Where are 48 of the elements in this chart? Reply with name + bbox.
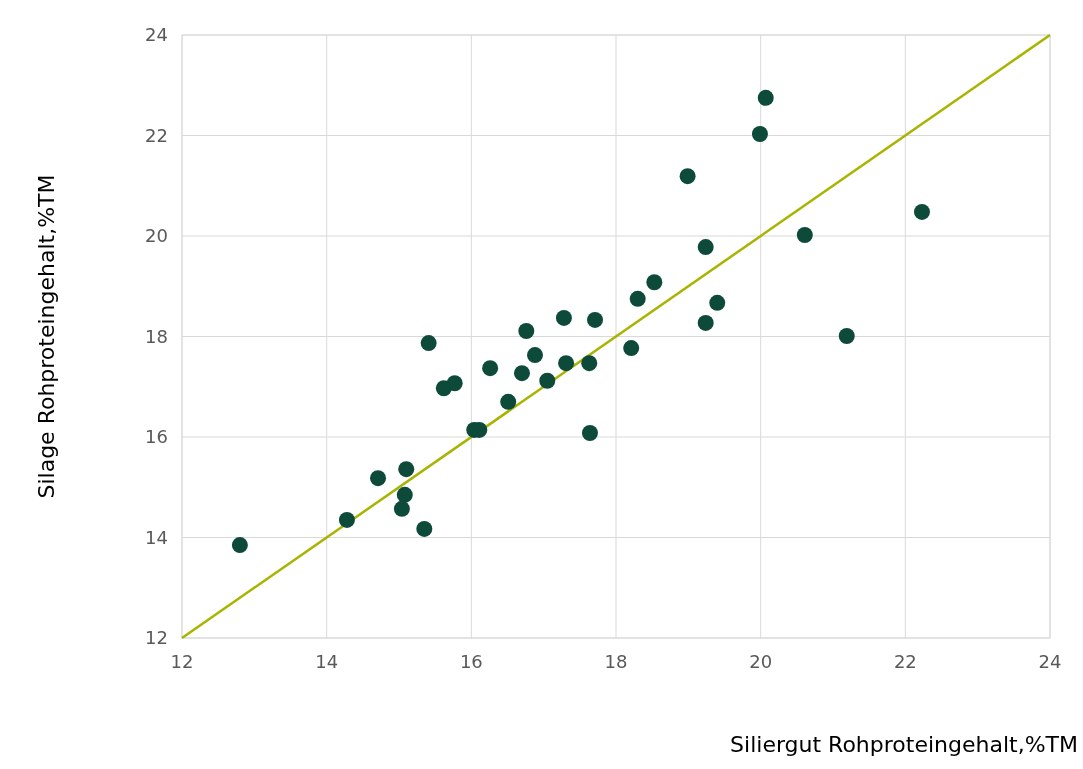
point: [709, 294, 726, 311]
x-tick-label: 14: [315, 651, 339, 672]
point: [913, 203, 930, 220]
point: [526, 347, 543, 364]
x-tick-label: 18: [604, 651, 628, 672]
point: [587, 311, 604, 328]
y-axis-title: Silage Rohproteingehalt,%TM: [34, 174, 59, 499]
point: [623, 340, 640, 357]
x-tick-label: 20: [749, 651, 773, 672]
point: [838, 328, 855, 344]
point: [398, 461, 415, 478]
y-tick-label: 20: [145, 225, 168, 246]
point: [393, 500, 410, 517]
point: [751, 125, 768, 142]
point: [679, 168, 696, 185]
x-tick-label: 22: [893, 651, 917, 672]
point: [416, 520, 433, 537]
point: [796, 227, 813, 243]
point: [338, 511, 355, 528]
point: [558, 355, 575, 372]
point: [581, 424, 598, 441]
point: [581, 355, 598, 372]
point: [646, 274, 663, 291]
point: [370, 470, 387, 487]
point: [420, 335, 437, 352]
x-axis-title: Siliergut Rohproteingehalt,%TM: [730, 732, 1078, 757]
point: [500, 393, 517, 410]
x-tick-label: 16: [459, 651, 483, 672]
point: [396, 486, 413, 503]
point: [629, 290, 646, 307]
point: [513, 365, 530, 382]
point: [539, 372, 556, 389]
y-tick-label: 12: [145, 627, 168, 648]
y-tick-label: 24: [145, 24, 168, 45]
point: [446, 375, 463, 392]
point: [757, 89, 774, 106]
point: [697, 239, 714, 256]
y-tick-label: 18: [145, 325, 168, 347]
y-tick-label: 16: [145, 426, 168, 447]
point: [482, 360, 499, 377]
y-tick-label: 22: [145, 124, 168, 146]
point: [555, 309, 572, 326]
y-tick-label: 14: [145, 526, 168, 548]
point: [518, 322, 535, 339]
point: [697, 314, 714, 331]
point: [231, 537, 248, 554]
x-tick-label: 12: [170, 651, 194, 672]
x-tick-label: 24: [1038, 651, 1062, 672]
